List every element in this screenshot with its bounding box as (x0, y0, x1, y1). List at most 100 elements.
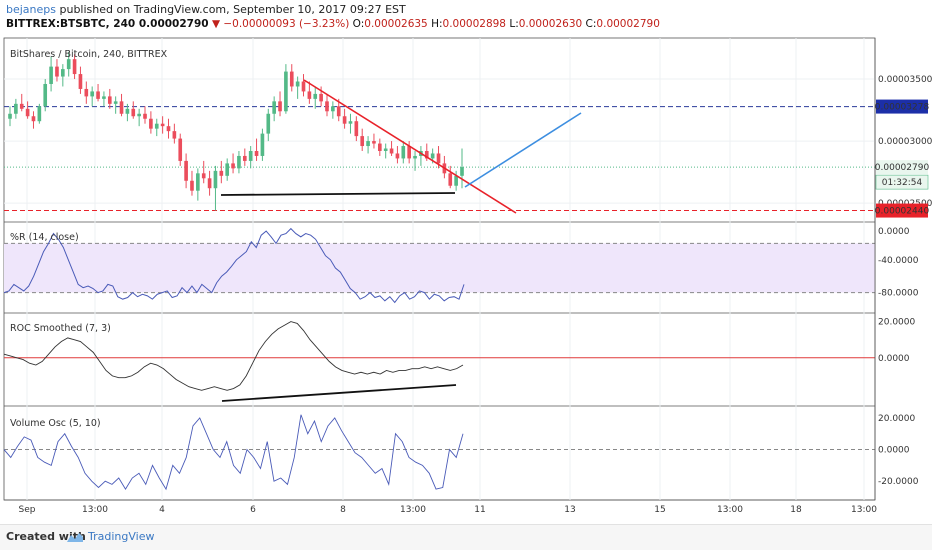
last-price-badge: 0.00002790 (875, 163, 930, 173)
candle-body (225, 163, 230, 176)
candle-body (366, 141, 370, 147)
created-with-label: Created with (6, 530, 86, 543)
time-tick-label: 18 (790, 505, 802, 515)
candle-body (460, 167, 464, 176)
candle-body (72, 59, 77, 75)
ohlc-open-label: O: (352, 18, 365, 30)
symbol-line: BITTREX:BTSBTC, 240 0.00002790 ▼ −0.0000… (6, 18, 660, 30)
vo-tick-label: 0.0000 (878, 446, 910, 456)
candle-body (307, 91, 312, 99)
candle-body (43, 83, 48, 107)
candle-body (219, 170, 224, 176)
candle-body (454, 175, 458, 186)
vo-pane-label: Volume Osc (5, 10) (10, 418, 101, 429)
candle-body (102, 96, 106, 99)
ohlc-low: 0.00002630 (518, 18, 583, 30)
candle-body (237, 155, 241, 169)
candle-body (313, 93, 318, 99)
candle-body (137, 113, 141, 117)
candle-body (395, 153, 400, 159)
time-tick-label: 15 (654, 505, 665, 515)
candle-body (149, 118, 153, 129)
candle-body (248, 150, 253, 161)
candle-body (96, 91, 100, 99)
candle-body (107, 96, 112, 104)
tradingview-brand-link[interactable]: TradingView (88, 530, 155, 543)
candle-body (401, 146, 406, 159)
candle-body (407, 146, 411, 159)
resistance-price-badge-bg (876, 99, 928, 114)
candle-body (190, 180, 194, 191)
last-price-badge-bg (876, 160, 928, 175)
candle-body (14, 103, 18, 114)
candle-body (266, 113, 271, 134)
candle-body (213, 170, 218, 189)
roc-pane-label: ROC Smoothed (7, 3) (10, 323, 111, 334)
tradingview-logo-icon (67, 533, 83, 542)
time-tick-label: 13:00 (400, 505, 426, 515)
vo-tick-label: 20.0000 (878, 414, 915, 424)
candle-body (325, 101, 329, 112)
candle-body (289, 71, 294, 87)
candle-body (37, 106, 42, 122)
candle-body (231, 163, 235, 169)
candle-body (284, 71, 288, 112)
time-tick-label: 4 (159, 505, 165, 515)
candle-body (160, 123, 165, 127)
resistance-price-badge: 0.00003278 (875, 103, 930, 113)
candle-body (342, 116, 347, 124)
publish-info: published on TradingView.com, September … (59, 3, 406, 16)
support-line (220, 192, 456, 196)
candle-body (154, 123, 159, 129)
candle-body (278, 101, 282, 112)
candle-body (372, 141, 376, 144)
candle-body (55, 66, 59, 77)
wr-line (3, 227, 465, 304)
candle-body (113, 101, 118, 104)
candle-body (119, 101, 124, 114)
candle-body (61, 69, 65, 77)
candle-body (125, 108, 130, 114)
wr-pane-label: %R (14, close) (10, 232, 79, 243)
candle-body (242, 155, 247, 161)
candle-body (272, 101, 276, 114)
vo-line (3, 414, 464, 491)
candle-body (166, 126, 171, 132)
roc-support-line (221, 384, 457, 402)
candle-body (184, 160, 188, 181)
ohlc-low-label: L: (509, 18, 519, 30)
candle-body (172, 131, 177, 139)
candle-body (448, 173, 453, 186)
time-tick-label: 13 (564, 505, 575, 515)
candle-body (207, 178, 212, 189)
candle-body (436, 153, 441, 164)
roc-tick-label: 0.0000 (878, 354, 910, 364)
ohlc-close-label: C: (585, 18, 597, 30)
price-tick-label: 0.00003500 (878, 75, 932, 85)
candle-body (354, 121, 359, 137)
candle-body (78, 74, 83, 89)
candle-body (360, 136, 365, 147)
candle-body (319, 93, 323, 102)
ohlc-high-label: H: (431, 18, 443, 30)
time-tick-label: Sep (19, 505, 36, 515)
countdown-badge-bg (875, 174, 929, 190)
candle-body (90, 91, 95, 97)
countdown-timer: 01:32:54 (882, 178, 923, 188)
ohlc-high: 0.00002898 (442, 18, 506, 30)
wr-tick-label: -80.0000 (878, 289, 919, 299)
candle-body (31, 116, 36, 122)
wr-band-fill (4, 243, 875, 293)
candle-body (389, 148, 394, 154)
ohlc-open: 0.00002635 (364, 18, 428, 30)
time-tick-label: 13:00 (82, 505, 108, 515)
chart-canvas: Sep 13:00 4 6 8 13:00 11 13 15 13:00 18 13:00 BitSha… (3, 37, 932, 515)
candle-body (424, 150, 429, 159)
candle-body (260, 133, 265, 156)
descending-trendline (303, 79, 517, 214)
author-link[interactable]: bejaneps (6, 3, 56, 16)
candle-body (49, 66, 53, 84)
time-tick-label: 6 (250, 505, 256, 515)
candle-body (383, 148, 388, 151)
candle-body (336, 106, 341, 117)
